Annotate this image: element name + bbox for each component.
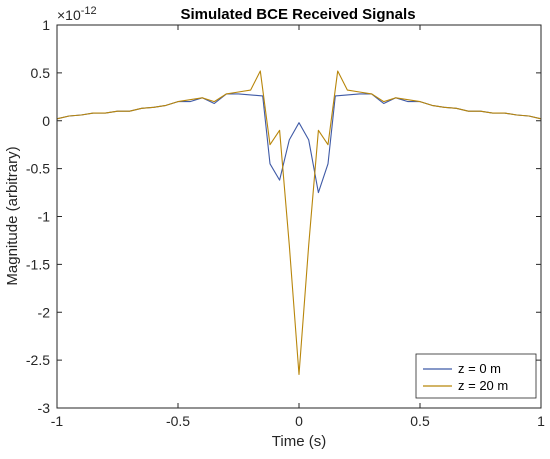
plot-frame [56,24,542,409]
y-tick-label: 0.5 [31,65,51,81]
series-line-z20 [56,70,542,376]
series-line-z0 [56,93,542,194]
y-tick-label: -2 [38,304,51,320]
y-tick-label: -0.5 [26,161,50,177]
chart-title: Simulated BCE Received Signals [180,6,415,23]
x-tick-label: -1 [51,413,64,429]
x-tick-label: 1 [537,413,545,429]
y-tick-label: 1 [42,17,50,33]
series-layer [56,70,542,376]
legend-label-z20: z = 20 m [458,378,508,393]
y-tick-label: -1.5 [26,256,50,272]
y-tick-label: 0 [42,113,50,129]
x-tick-label: -0.5 [166,413,190,429]
x-tick-label: 0 [295,413,303,429]
legend: z = 0 m z = 20 m [415,353,537,399]
y-tick-label: -2.5 [26,352,50,368]
y-axis-label: Magnitude (arbitrary) [4,146,21,285]
x-tick-label: 0.5 [410,413,430,429]
y-exponent-power: -12 [81,5,97,17]
y-tick-label: -3 [38,400,51,416]
tick-layer: -1 -0.5 0 0.5 1 1 0.5 0 -0.5 -1 -1.5 -2 -2.5 -3 [26,17,545,429]
legend-label-z0: z = 0 m [458,361,501,376]
x-axis-label: Time (s) [272,433,326,450]
y-tick-label: -1 [38,209,51,225]
y-exponent-label: ×10-12 [57,5,97,23]
legend-box [415,353,537,399]
